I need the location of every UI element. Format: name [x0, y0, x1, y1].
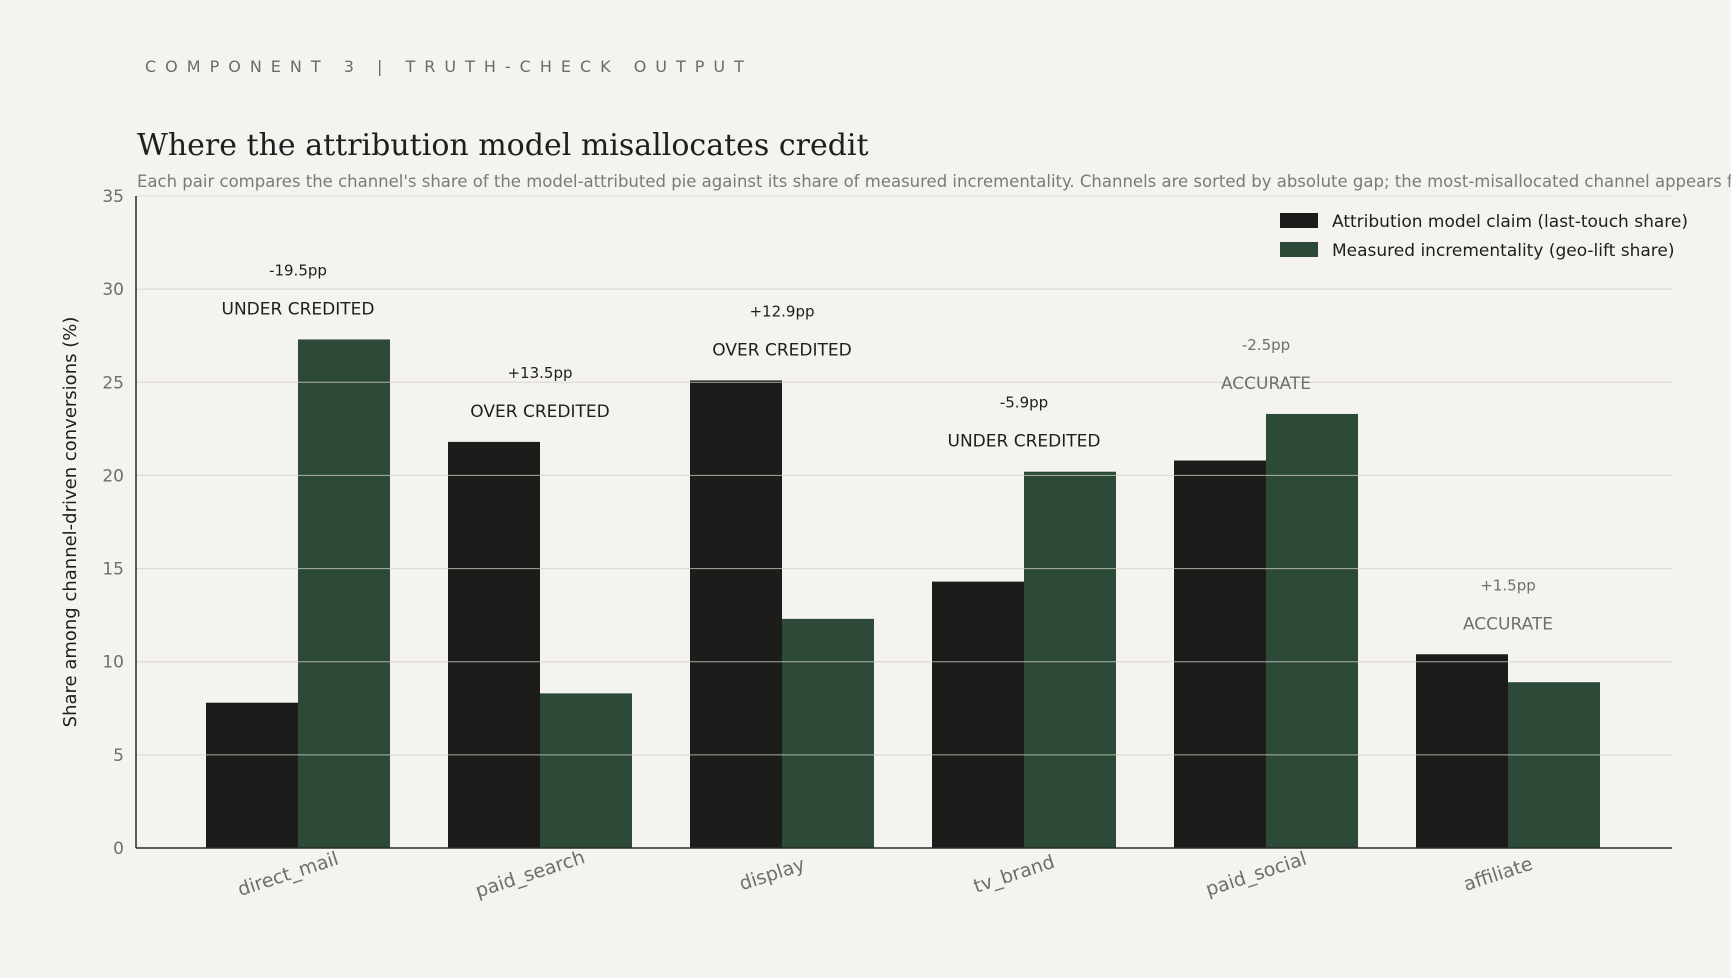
verdict-annotation: UNDER CREDITED — [222, 299, 375, 319]
bar-attribution-claim — [932, 581, 1024, 848]
x-tick-label: display — [737, 853, 808, 895]
y-tick-label: 5 — [113, 746, 124, 766]
chart-subtitle: Each pair compares the channel's share o… — [137, 172, 1731, 191]
gap-annotation: +1.5pp — [1480, 576, 1535, 594]
y-tick-label: 0 — [113, 839, 124, 859]
verdict-annotation: OVER CREDITED — [712, 340, 851, 360]
x-tick-label: paid_social — [1203, 848, 1309, 901]
bar-measured-incrementality — [1508, 682, 1600, 848]
y-tick-label: 10 — [102, 653, 124, 673]
gap-annotation: -19.5pp — [269, 261, 327, 279]
x-tick-label: affiliate — [1461, 853, 1536, 896]
legend-swatch — [1280, 213, 1318, 228]
bar-attribution-claim — [1174, 460, 1266, 848]
bar-measured-incrementality — [782, 618, 874, 848]
bar-attribution-claim — [448, 441, 540, 848]
verdict-annotation: ACCURATE — [1221, 374, 1311, 394]
y-tick-label: 15 — [102, 560, 124, 580]
y-tick-label: 30 — [102, 280, 124, 300]
bar-measured-incrementality — [540, 693, 632, 848]
gap-annotation: -2.5pp — [1242, 336, 1290, 354]
x-tick-label: tv_brand — [971, 851, 1058, 898]
verdict-annotation: UNDER CREDITED — [948, 432, 1101, 452]
bar-measured-incrementality — [1266, 413, 1358, 848]
legend-swatch — [1280, 242, 1318, 257]
x-tick-label: direct_mail — [235, 848, 341, 901]
gap-annotation: +12.9pp — [749, 302, 814, 320]
gap-annotation: -5.9pp — [1000, 394, 1048, 412]
page-kicker: COMPONENT 3 | TRUTH-CHECK OUTPUT — [145, 57, 753, 76]
legend-label: Measured incrementality (geo-lift share) — [1332, 241, 1675, 261]
y-tick-label: 20 — [102, 466, 124, 486]
bar-attribution-claim — [206, 702, 298, 848]
bar-measured-incrementality — [1024, 471, 1116, 848]
chart-title: Where the attribution model misallocates… — [137, 128, 869, 163]
legend-label: Attribution model claim (last-touch shar… — [1332, 212, 1688, 232]
verdict-annotation: ACCURATE — [1463, 614, 1553, 634]
bar-measured-incrementality — [298, 339, 390, 848]
bar-attribution-claim — [1416, 654, 1508, 848]
y-tick-label: 35 — [102, 187, 124, 207]
x-tick-label: paid_search — [473, 846, 588, 902]
y-tick-label: 25 — [102, 373, 124, 393]
verdict-annotation: OVER CREDITED — [470, 402, 609, 422]
y-axis-label: Share among channel-driven conversions (… — [60, 317, 81, 728]
bar-attribution-claim — [690, 380, 782, 848]
gap-annotation: +13.5pp — [507, 364, 572, 382]
